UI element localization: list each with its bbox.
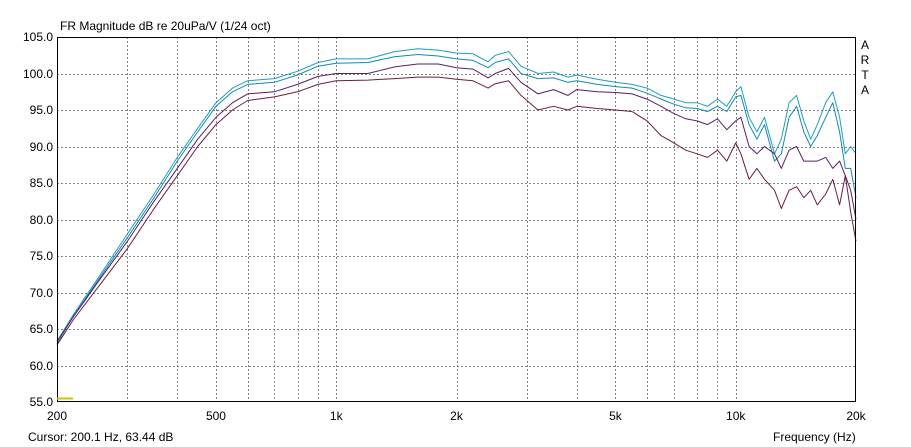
chart-title: FR Magnitude dB re 20uPa/V (1/24 oct): [60, 19, 271, 33]
series-line-3: [56, 63, 857, 342]
y-tick-label: 105.0: [22, 30, 53, 44]
watermark-letter: R: [860, 53, 870, 67]
x-tick-label: 20k: [846, 409, 866, 423]
y-tick-label: 85.0: [29, 176, 53, 190]
x-tick-label: 500: [205, 409, 226, 423]
x-tick-label: 2k: [450, 409, 463, 423]
x-tick-label: 5k: [609, 409, 622, 423]
series-line-2: [56, 54, 857, 344]
x-axis-label: Frequency (Hz): [773, 430, 856, 444]
y-tick-label: 90.0: [29, 139, 53, 154]
y-tick-label: 80.0: [29, 212, 53, 227]
y-tick-label: 95.0: [29, 103, 53, 117]
x-tick-label: 1k: [329, 409, 343, 423]
series-line-1: [56, 48, 857, 342]
y-tick-label: 70.0: [29, 285, 53, 300]
y-tick-label: 65.0: [29, 322, 53, 336]
y-tick-label: 55.0: [29, 395, 53, 409]
watermark-letter: A: [860, 83, 869, 97]
watermark-letter: A: [860, 38, 869, 52]
y-tick-label: 75.0: [29, 249, 53, 263]
y-tick-label: 100.0: [22, 66, 53, 81]
x-tick-label: 200: [46, 409, 68, 423]
cursor-readout: Cursor: 200.1 Hz, 63.44 dB: [28, 430, 174, 444]
y-tick-label: 60.0: [29, 358, 53, 373]
plot-background: [57, 37, 856, 402]
plot-frame: [57, 37, 856, 402]
series-line-4: [56, 76, 857, 346]
watermark-letter: T: [861, 68, 869, 82]
x-tick-label: 10k: [726, 409, 746, 423]
